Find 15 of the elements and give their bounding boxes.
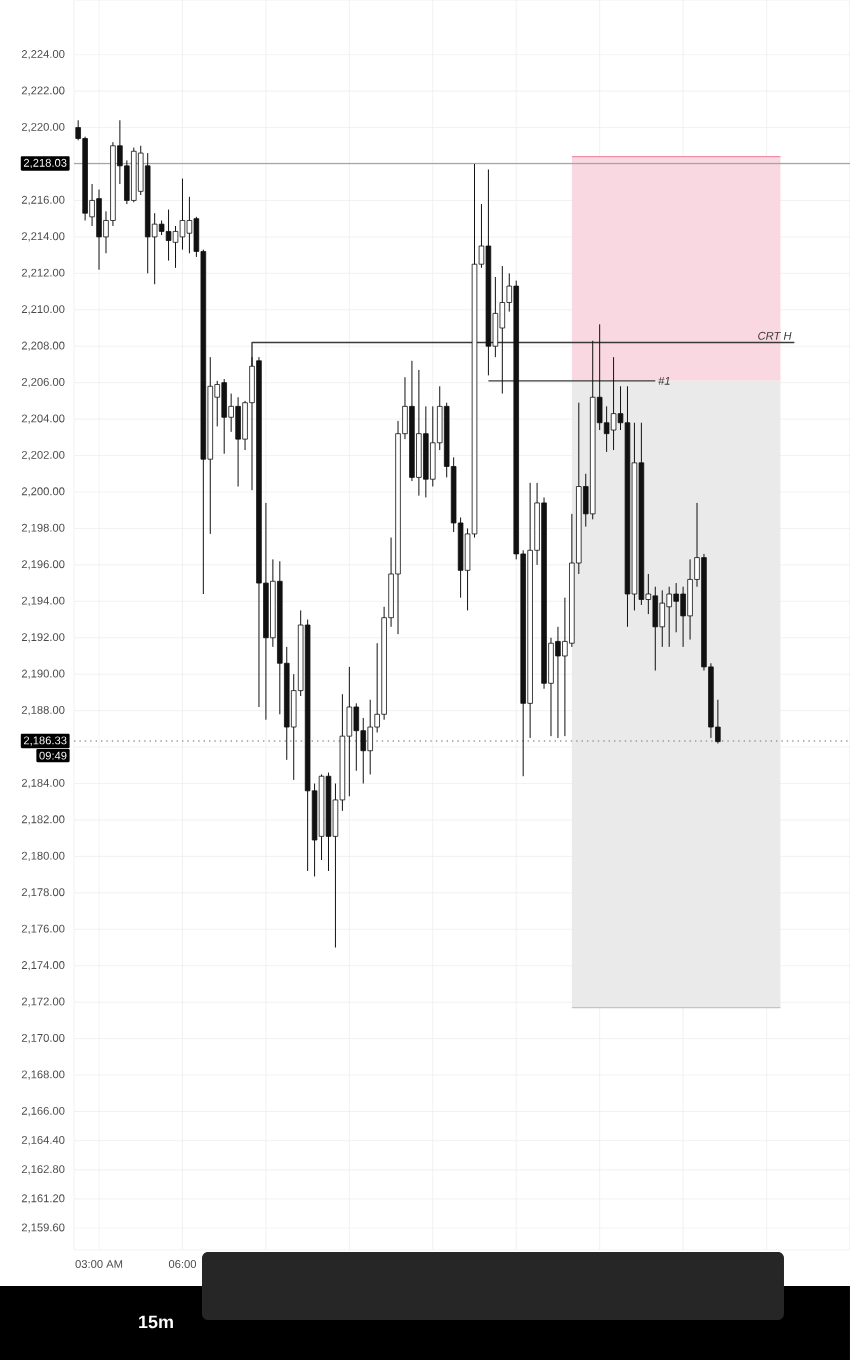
candlestick [221, 378, 227, 455]
candlestick [555, 626, 561, 739]
candlestick [659, 589, 666, 648]
text: 15m [139, 1315, 173, 1329]
candlestick [165, 209, 172, 262]
candlestick [235, 396, 241, 488]
candlestick [186, 196, 193, 254]
candlestick [416, 369, 422, 497]
candlestick [353, 702, 360, 772]
candlestick [499, 265, 506, 395]
candlestick [666, 586, 672, 648]
candlestick [673, 582, 679, 633]
candlestick [680, 586, 686, 648]
candlestick [610, 356, 617, 451]
candlestick [96, 189, 102, 271]
